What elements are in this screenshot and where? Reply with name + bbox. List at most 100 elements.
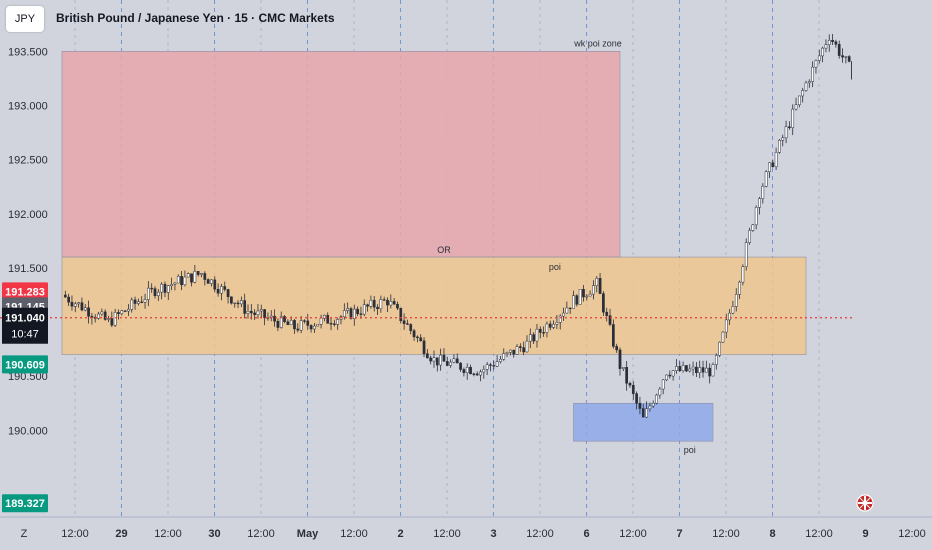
candle-body	[429, 357, 433, 362]
candle-body	[801, 90, 805, 97]
candle-body	[143, 299, 147, 303]
candle-body	[741, 266, 745, 283]
candle-body	[150, 287, 154, 290]
price-tick-label: 192.500	[8, 155, 48, 167]
candle-body	[173, 282, 177, 285]
candle-body	[147, 287, 150, 300]
candle-body	[276, 320, 280, 328]
candle-body	[246, 310, 250, 314]
candle-body	[791, 108, 795, 128]
time-tick-label: May	[297, 528, 319, 540]
candle-body	[522, 347, 526, 353]
candle-body	[140, 301, 144, 303]
candle-body	[309, 325, 313, 330]
candle-body	[731, 306, 735, 314]
candle-body	[273, 315, 276, 322]
candle-body	[675, 366, 678, 371]
candle-body	[77, 302, 80, 305]
candle-body	[100, 311, 104, 315]
time-tick-label: 29	[115, 528, 127, 540]
candle-body	[678, 366, 682, 372]
zone-label: OR	[437, 245, 451, 255]
candle-body	[299, 320, 303, 331]
time-tick-label: 9	[862, 528, 868, 540]
ask-price-badge-bg	[2, 355, 48, 374]
candle-body	[475, 373, 479, 376]
candle-body	[449, 361, 452, 366]
candle-body	[705, 367, 708, 373]
candle-body	[402, 320, 406, 324]
candle-body	[389, 301, 393, 306]
candle-body	[841, 55, 844, 58]
candle-body	[479, 371, 482, 376]
candle-body	[226, 289, 230, 298]
candle-body	[369, 299, 373, 307]
current-price-badge-bg	[2, 307, 48, 344]
time-tick-label: 12:00	[526, 528, 554, 540]
candle-body	[459, 362, 462, 370]
candle-body	[562, 312, 565, 317]
candle-body	[538, 328, 542, 333]
candle-body	[289, 320, 293, 326]
zone-label: poi	[684, 445, 696, 455]
candle-body	[469, 367, 472, 375]
candle-body	[728, 312, 731, 321]
candle-body	[382, 299, 386, 301]
candle-body	[685, 365, 688, 372]
candle-body	[645, 408, 648, 418]
candle-body	[648, 405, 652, 410]
time-axis[interactable]: 12:00 29 12:00 30 12:00 May 12:00 2 12:00 3 12:00 6…	[0, 516, 932, 540]
countdown-label: 10:47	[11, 329, 39, 341]
zone-label: wk poi zone	[573, 38, 622, 48]
candle-body	[83, 307, 87, 311]
candle-body	[698, 367, 702, 373]
candle-body	[419, 337, 423, 342]
candle-body	[824, 44, 828, 49]
candle-body	[230, 296, 233, 304]
candle-body	[502, 353, 506, 360]
candle-body	[658, 388, 662, 396]
price-tick-label: 190.500	[8, 371, 48, 383]
candle-body	[778, 139, 781, 153]
candle-body	[711, 364, 715, 377]
candle-body	[266, 317, 270, 319]
event-markers[interactable]	[856, 494, 932, 512]
current-price-badge: 191.040	[5, 313, 45, 325]
candle-body	[183, 276, 187, 286]
candle-body	[532, 334, 535, 342]
time-tick-label: 12:00	[805, 528, 833, 540]
candle-body	[695, 366, 698, 373]
candle-body	[190, 273, 193, 283]
candle-body	[233, 302, 237, 305]
candle-body	[817, 55, 821, 61]
candle-body	[120, 310, 124, 315]
symbol-button[interactable]: JPY	[6, 6, 44, 32]
candle-body	[582, 289, 585, 298]
price-axis[interactable]: 193.500 193.000 192.500 192.000 191.500 191.0…	[8, 0, 932, 550]
candle-body	[761, 185, 765, 199]
candle-body	[283, 316, 286, 322]
candle-body	[618, 349, 622, 369]
candle-body	[758, 198, 761, 208]
candle-body	[80, 302, 84, 311]
candle-body	[568, 307, 572, 309]
candle-body	[811, 66, 814, 82]
candle-body	[253, 312, 256, 315]
candle-body	[512, 349, 516, 355]
candle-body	[432, 357, 436, 362]
candle-body	[691, 366, 695, 370]
time-tick-label: 12:00	[898, 528, 926, 540]
price-tick-label: 193.500	[8, 46, 48, 58]
candle-body	[482, 369, 486, 373]
candle-body	[445, 361, 449, 366]
candle-body	[313, 325, 316, 330]
candle-body	[263, 309, 266, 319]
candle-body	[127, 309, 130, 312]
candle-body	[509, 349, 512, 353]
candle-body	[519, 346, 522, 348]
candle-body	[714, 355, 718, 365]
candle-body	[107, 318, 110, 320]
candle-body	[535, 328, 539, 342]
candle-body	[153, 288, 157, 297]
